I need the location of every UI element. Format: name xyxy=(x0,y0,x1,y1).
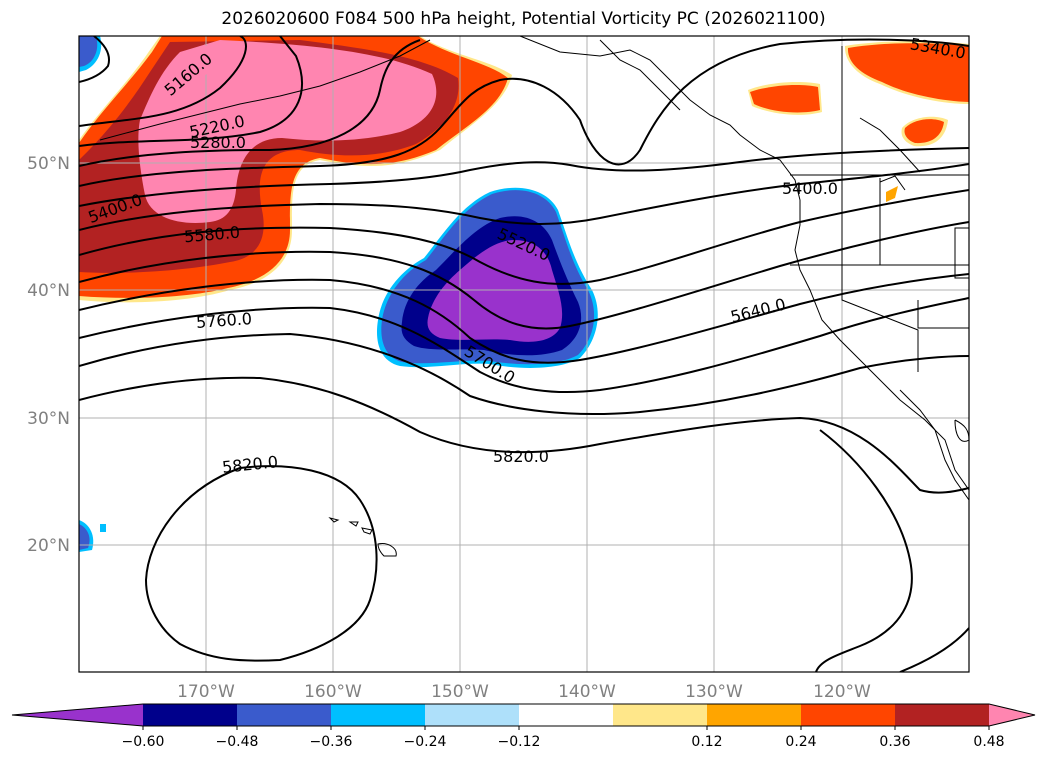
colorbar-bin xyxy=(425,704,520,726)
lon-label: 150°W xyxy=(431,682,489,702)
colorbar-tick-label: −0.60 xyxy=(122,734,165,750)
colorbar-bin xyxy=(613,704,708,726)
height-contour xyxy=(79,38,969,187)
pv-positive-region-northeast xyxy=(748,41,969,202)
pv-negative-region-central xyxy=(376,187,598,368)
colorbar-extend-min xyxy=(12,704,143,726)
colorbar-bin xyxy=(331,704,426,726)
colorbar: −0.60 −0.48 −0.36 −0.24 −0.12 0.12 0.24 0.36 0.4… xyxy=(11,703,1036,750)
colorbar-tick-label: 0.36 xyxy=(879,734,910,750)
lat-label: 20°N xyxy=(27,536,70,556)
colorbar-tick-label: 0.24 xyxy=(785,734,816,750)
colorbar-bin xyxy=(143,704,238,726)
height-contour xyxy=(899,627,969,672)
colorbar-bin xyxy=(707,704,802,726)
lat-label: 30°N xyxy=(27,409,70,429)
height-contour xyxy=(79,147,969,207)
height-contour xyxy=(79,163,969,231)
height-contours xyxy=(79,36,969,672)
height-contour xyxy=(815,429,913,672)
lon-label: 130°W xyxy=(685,682,743,702)
contour-label: 5580.0 xyxy=(183,223,240,247)
colorbar-tick-label: 0.12 xyxy=(691,734,722,750)
height-contour xyxy=(79,376,969,494)
lon-label: 140°W xyxy=(558,682,616,702)
lat-label: 50°N xyxy=(27,154,70,174)
colorbar-bin xyxy=(237,704,332,726)
height-contour xyxy=(79,297,969,393)
height-contour xyxy=(79,39,421,167)
map-title: 2026020600 F084 500 hPa height, Potentia… xyxy=(221,9,826,29)
height-contour xyxy=(79,36,247,127)
contour-label: 5280.0 xyxy=(190,133,246,152)
lon-label: 120°W xyxy=(813,682,871,702)
longitude-labels: 170°W 160°W 150°W 140°W 130°W 120°W xyxy=(177,682,871,702)
contour-label: 5760.0 xyxy=(195,309,252,332)
map-frame xyxy=(78,35,970,673)
pv-negative-patches-west xyxy=(79,36,106,552)
height-contour xyxy=(144,465,378,662)
map-plot-area: 5160.0 5220.0 5280.0 5400.0 5580.0 5760.… xyxy=(79,36,969,672)
colorbar-tick-label: 0.48 xyxy=(973,734,1004,750)
lat-label: 40°N xyxy=(27,281,70,301)
lon-label: 170°W xyxy=(177,682,235,702)
colorbar-extend-max xyxy=(989,704,1035,726)
coastlines xyxy=(99,36,969,557)
colorbar-tick-label: −0.36 xyxy=(310,734,353,750)
height-contour xyxy=(79,273,969,364)
lon-label: 160°W xyxy=(304,682,362,702)
colorbar-tick-label: −0.12 xyxy=(498,734,541,750)
colorbar-tick-label: −0.48 xyxy=(216,734,259,750)
colorbar-bin xyxy=(895,704,990,726)
colorbar-tick-label: −0.24 xyxy=(404,734,447,750)
height-contour xyxy=(79,221,969,330)
height-contour xyxy=(79,36,110,83)
contour-label: 5400.0 xyxy=(782,179,838,198)
height-contour xyxy=(79,332,969,416)
colorbar-bin xyxy=(519,704,614,726)
colorbar-bin xyxy=(801,704,896,726)
contour-label: 5820.0 xyxy=(493,447,549,466)
latitude-labels: 50°N 40°N 30°N 20°N xyxy=(27,154,70,556)
height-contour xyxy=(79,189,969,285)
height-contour xyxy=(79,36,303,147)
